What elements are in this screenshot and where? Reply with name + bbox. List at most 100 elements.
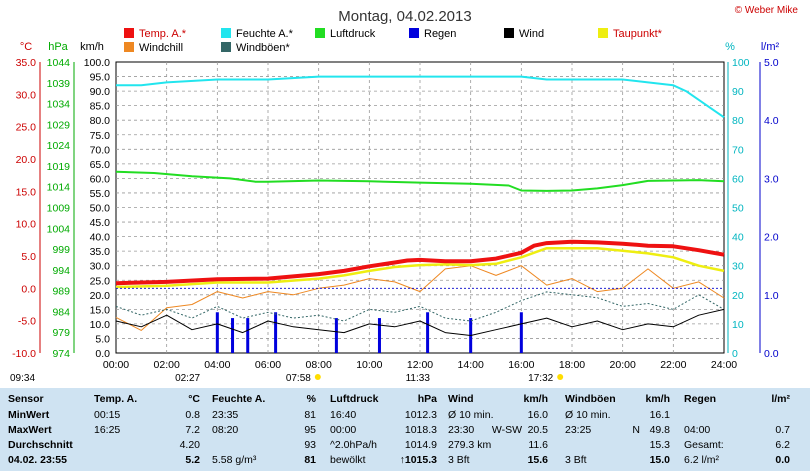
tick-temp: 10.0 — [16, 219, 37, 231]
tick-pressure: 1044 — [47, 57, 71, 69]
tick-wind: 20.0 — [90, 290, 111, 302]
hum-value: 95 — [304, 424, 316, 436]
col-wind: Wind — [448, 393, 474, 405]
legend-swatch-temp — [124, 28, 134, 38]
row-label: Durchschnitt — [8, 439, 73, 451]
tick-wind: 75.0 — [90, 130, 111, 142]
series-wind — [115, 308, 725, 336]
press-time: bewölkt — [330, 454, 366, 466]
tick-wind: 85.0 — [90, 101, 111, 113]
temp-time: 00:15 — [94, 409, 121, 421]
tick-humidity: 40 — [732, 232, 744, 244]
gust-dir: N — [632, 424, 640, 436]
x-tick-label: 04:00 — [204, 359, 230, 371]
rain-time: 6.2 l/m² — [684, 454, 720, 466]
tick-rain: 1.0 — [764, 290, 779, 302]
tick-rain: 4.0 — [764, 115, 779, 127]
tick-wind: 30.0 — [90, 261, 111, 273]
legend-label-temp: Temp. A.* — [139, 28, 187, 40]
weather-chart: Montag, 04.02.2013 Temp. A.* Feuchte A.* L… — [10, 8, 779, 384]
row-label: MinWert — [8, 409, 50, 421]
x-tick-label: 16:00 — [508, 359, 534, 371]
tick-temp: 5.0 — [21, 251, 36, 263]
legend-swatch-wind — [504, 28, 514, 38]
copyright: © Weber Mike — [734, 5, 798, 16]
legend-label-rain: Regen — [424, 28, 456, 40]
hum-value: 81 — [304, 454, 316, 466]
tick-wind: 55.0 — [90, 188, 111, 200]
temp-time: 16:25 — [94, 424, 121, 436]
legend-label-gust: Windböen* — [236, 42, 291, 54]
legend-label-windchill: Windchill — [139, 42, 183, 54]
rain-bar — [246, 318, 250, 353]
tick-wind: 25.0 — [90, 275, 111, 287]
chart-title: Montag, 04.02.2013 — [338, 8, 471, 25]
sunrise-time: 07:58 — [286, 373, 311, 384]
wind-time: 279.3 km — [448, 439, 492, 451]
series-temp — [115, 239, 725, 286]
x-tick-label: 22:00 — [660, 359, 686, 371]
tick-wind: 50.0 — [90, 203, 111, 215]
tick-wind: 35.0 — [90, 246, 111, 258]
tick-temp: 20.0 — [16, 154, 37, 166]
tick-wind: 70.0 — [90, 144, 111, 156]
tick-humidity: 100 — [732, 57, 750, 69]
legend-swatch-dewpoint — [598, 28, 608, 38]
tick-pressure: 984 — [52, 306, 70, 318]
col-press-unit: hPa — [417, 393, 437, 405]
gust-value: 15.0 — [649, 454, 670, 466]
tick-humidity: 10 — [732, 319, 744, 331]
temp-value: 0.8 — [185, 409, 200, 421]
unit-wind: km/h — [80, 41, 104, 53]
col-wind-unit: km/h — [523, 393, 548, 405]
temp-value: 4.20 — [179, 439, 200, 451]
col-hum: Feuchte A. — [212, 393, 266, 405]
col-press: Luftdruck — [330, 393, 379, 405]
legend-label-humidity: Feuchte A.* — [236, 28, 294, 40]
sun-icon — [557, 374, 564, 380]
rain-time: 04:00 — [684, 424, 711, 436]
press-value: ↑1015.3 — [399, 454, 437, 466]
tick-pressure: 1019 — [47, 161, 71, 173]
tick-temp: -10.0 — [12, 348, 36, 360]
tick-temp: -5.0 — [18, 316, 36, 328]
x-tick-label: 24:00 — [711, 359, 737, 371]
gust-time: 3 Bft — [565, 454, 587, 466]
tick-humidity: 50 — [732, 203, 744, 215]
gust-time: 23:25 — [565, 424, 592, 436]
tick-pressure: 1029 — [47, 119, 71, 131]
tick-rain: 3.0 — [764, 173, 779, 185]
legend-label-dewpoint: Taupunkt* — [613, 28, 663, 40]
legend-swatch-gust — [221, 42, 231, 52]
wind-value: 15.6 — [527, 454, 548, 466]
rain-bar — [519, 312, 523, 353]
x-tick-label: 12:00 — [407, 359, 433, 371]
tick-pressure: 1014 — [47, 182, 71, 194]
series-humidity — [116, 75, 725, 119]
tick-rain: 0.0 — [764, 348, 779, 360]
gust-value: 15.3 — [649, 439, 670, 451]
col-temp: Temp. A. — [94, 393, 138, 405]
temp-value: 5.2 — [185, 454, 200, 466]
tick-wind: 40.0 — [90, 232, 111, 244]
hum-time: 23:35 — [212, 409, 239, 421]
x-tick-label: 14:00 — [458, 359, 484, 371]
tick-pressure: 994 — [52, 265, 70, 277]
x-tick-label: 20:00 — [610, 359, 636, 371]
tick-wind: 15.0 — [90, 304, 111, 316]
col-rain: Regen — [684, 393, 717, 405]
tick-humidity: 30 — [732, 261, 744, 273]
x-tick-label: 02:00 — [154, 359, 180, 371]
x-tick-label: 08:00 — [306, 359, 332, 371]
tick-wind: 60.0 — [90, 173, 111, 185]
tick-pressure: 1004 — [47, 223, 71, 235]
tick-wind: 90.0 — [90, 86, 111, 98]
col-gust-unit: km/h — [645, 393, 670, 405]
tick-temp: 15.0 — [16, 186, 37, 198]
col-gust: Windböen — [565, 393, 616, 405]
rain-bar — [334, 318, 338, 353]
wind-value: 11.6 — [528, 439, 548, 451]
unit-temp: °C — [20, 41, 32, 53]
tick-pressure: 1009 — [47, 203, 71, 215]
sun-icon — [314, 374, 321, 380]
